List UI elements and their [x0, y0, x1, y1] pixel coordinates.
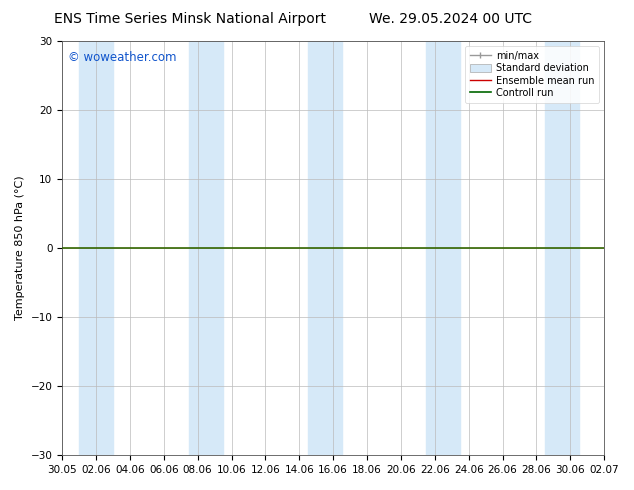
Legend: min/max, Standard deviation, Ensemble mean run, Controll run: min/max, Standard deviation, Ensemble me…: [465, 46, 599, 103]
Y-axis label: Temperature 850 hPa (°C): Temperature 850 hPa (°C): [15, 176, 25, 320]
Bar: [426, 41, 460, 455]
Bar: [307, 41, 342, 455]
Bar: [189, 41, 223, 455]
Text: © woweather.com: © woweather.com: [68, 51, 176, 64]
Bar: [79, 41, 113, 455]
Text: We. 29.05.2024 00 UTC: We. 29.05.2024 00 UTC: [368, 12, 532, 26]
Bar: [545, 41, 579, 455]
Text: ENS Time Series Minsk National Airport: ENS Time Series Minsk National Airport: [54, 12, 327, 26]
